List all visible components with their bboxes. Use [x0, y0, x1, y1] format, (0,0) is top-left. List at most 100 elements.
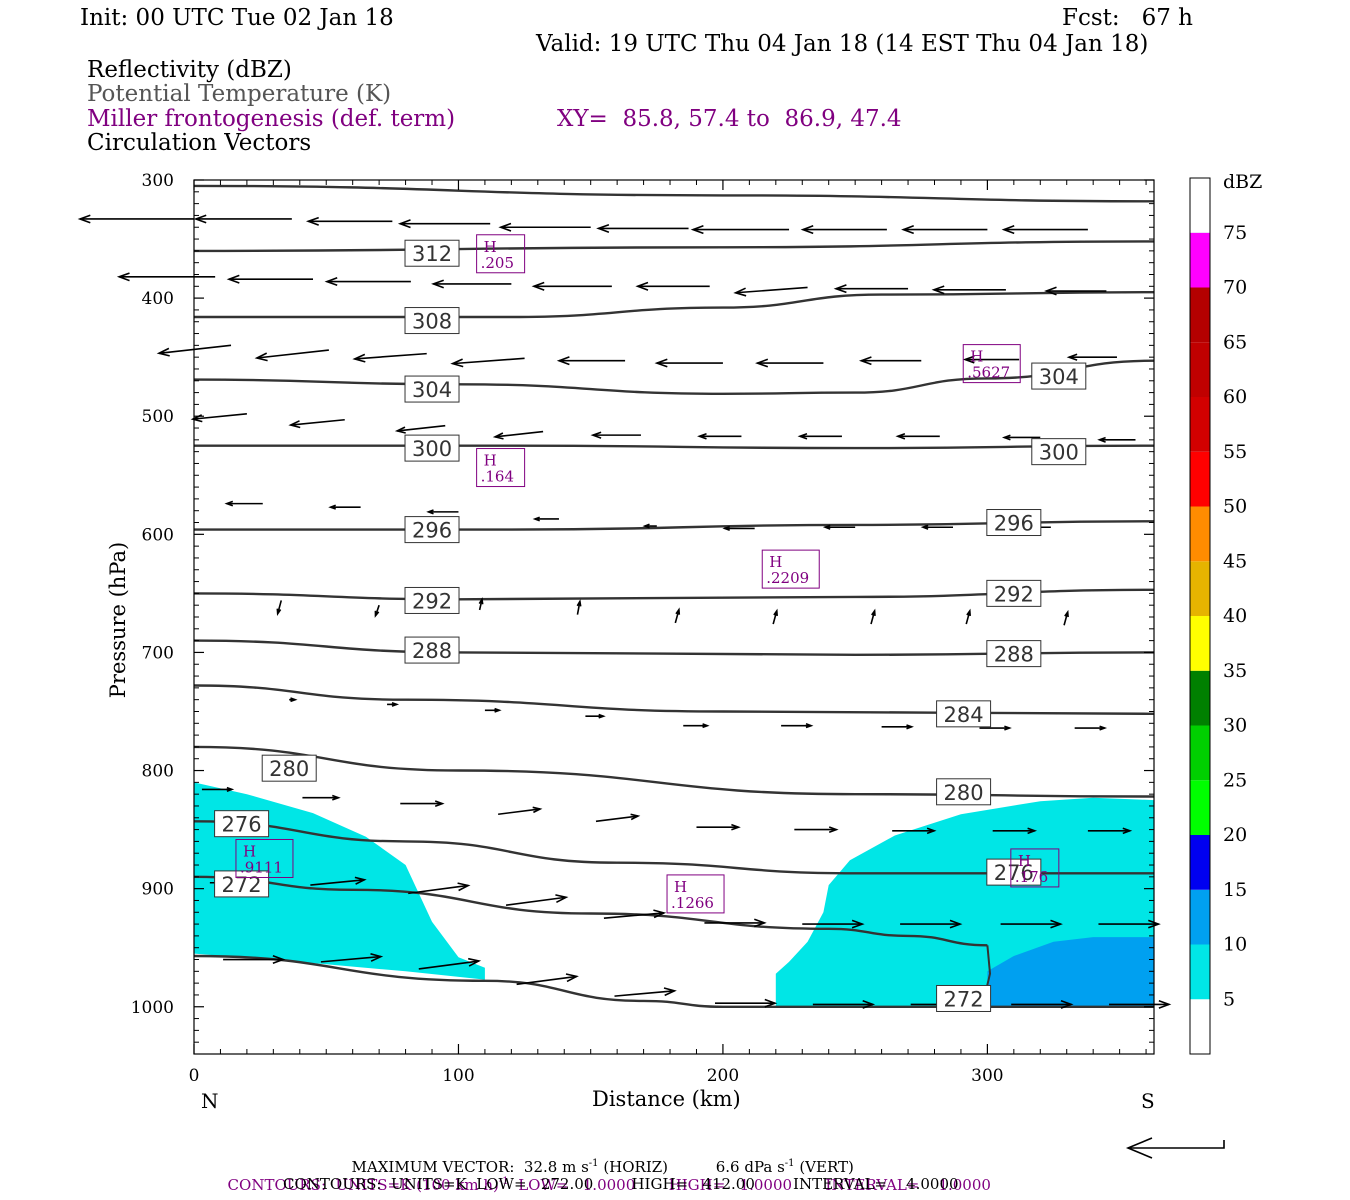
vector-head — [276, 608, 282, 616]
contour-label-284: 284 — [936, 700, 992, 728]
vector-head — [822, 524, 831, 530]
colorbar-bin-70 — [1190, 232, 1210, 288]
circulation-vector — [498, 222, 591, 232]
reference-arrow-shaft — [1128, 1140, 1225, 1149]
vector-shaft — [354, 352, 427, 360]
frontogenesis-box — [666, 874, 725, 914]
circulation-vector — [190, 413, 247, 423]
circulation-vector — [1011, 999, 1074, 1009]
circulation-vector — [516, 973, 579, 986]
circulation-vector — [797, 432, 842, 440]
colorbar-label: 55 — [1223, 441, 1247, 463]
circulation-vector — [603, 909, 667, 919]
colorbar-label: 75 — [1223, 222, 1247, 244]
colorbar-label: 45 — [1223, 550, 1247, 572]
colorbar-frame — [1189, 177, 1211, 1055]
contour-label-276: 276 — [214, 810, 270, 838]
vector-head — [654, 358, 668, 368]
circulation-vector — [1000, 919, 1063, 929]
contour-label-304: 304 — [1031, 362, 1087, 390]
circulation-vector — [901, 225, 988, 235]
frontogenesis-h: H — [484, 452, 497, 470]
vector-head — [77, 214, 91, 224]
circulation-vector — [288, 418, 345, 429]
vector-head — [653, 909, 667, 919]
vector-head — [833, 284, 847, 294]
circulation-vector — [833, 284, 909, 294]
vector-head — [426, 509, 434, 515]
colorbar-label: 60 — [1223, 386, 1247, 408]
circulation-vector — [254, 349, 329, 362]
contour-label-text: 296 — [994, 512, 1034, 536]
theta-contour-308 — [194, 291, 1155, 319]
contour-label-288: 288 — [986, 640, 1042, 668]
contour-label-292: 292 — [404, 586, 460, 614]
circulation-vector — [590, 431, 641, 439]
contour-label-box — [404, 307, 460, 335]
vector-head — [354, 876, 367, 885]
vector-head — [565, 973, 579, 983]
circulation-vector — [302, 794, 341, 801]
vector-head — [324, 277, 338, 287]
contour-label-296: 296 — [986, 509, 1042, 537]
circulation-vector — [1074, 725, 1108, 731]
contour-label-308: 308 — [404, 307, 460, 335]
circulation-vector — [683, 723, 710, 729]
circulation-vector — [289, 697, 298, 703]
theta-contour-304 — [193, 359, 1155, 396]
circulation-vector — [962, 355, 1020, 364]
circulation-vector — [892, 827, 937, 835]
vector-head — [764, 998, 778, 1008]
footer-max-vector: MAXIMUM VECTOR: 32.8 m s-1 (HORIZ) 6.6 d… — [351, 1158, 854, 1176]
colorbar-label: 15 — [1223, 879, 1247, 901]
circulation-vector — [431, 279, 512, 289]
circulation-vector — [305, 216, 393, 226]
vector-head — [498, 222, 512, 232]
contour-label-text: 280 — [944, 781, 984, 805]
contour-label-text: 308 — [412, 310, 452, 334]
vector-shaft — [290, 418, 345, 426]
circulation-vector — [1109, 999, 1172, 1009]
vector-head — [1066, 353, 1078, 361]
circulation-vector — [576, 599, 582, 615]
theta-contour-316 — [193, 184, 1155, 203]
frontogenesis-h: H — [1018, 852, 1031, 870]
contour-label-box — [404, 239, 460, 267]
vector-head — [1050, 919, 1063, 929]
circulation-vector — [505, 894, 569, 906]
circulation-vector — [532, 516, 559, 522]
circulation-vector — [870, 608, 876, 625]
vector-shaft — [320, 955, 382, 963]
contour-label-box — [936, 984, 992, 1012]
circulation-vector — [201, 786, 235, 793]
vector-head — [702, 723, 710, 729]
contour-label-box — [404, 516, 460, 544]
colorbar-bin-5 — [1190, 944, 1210, 1000]
colorbar-bin-35 — [1190, 616, 1210, 671]
y-tick-label: 400 — [142, 289, 174, 309]
vector-head — [1060, 999, 1074, 1009]
vector-head — [663, 987, 677, 997]
vector-head — [722, 525, 730, 532]
circulation-vector — [426, 509, 459, 515]
colorbar-bin-below-5 — [1190, 999, 1210, 1054]
contour-label-box — [1031, 362, 1087, 390]
contour-label-292: 292 — [986, 579, 1042, 607]
axes-layer: 300 400 500 600 700 800 900 1000 0 100 200 300 — [131, 171, 1155, 1086]
colorbar-bin-65 — [1190, 287, 1210, 343]
circulation-vector — [1044, 286, 1107, 296]
contour-label-box — [214, 810, 270, 838]
vector-head — [1064, 609, 1069, 618]
circulation-vector — [635, 281, 710, 291]
circulation-vector — [794, 826, 839, 833]
colorbar-bin-20 — [1190, 780, 1210, 835]
colorbar-label: 20 — [1223, 824, 1247, 846]
vector-head — [596, 223, 610, 233]
reflectivity-region-10dbz — [987, 937, 1154, 1007]
frontogenesis-box — [962, 344, 1021, 384]
colorbar-unit: dBZ — [1223, 171, 1262, 193]
contour-label-box — [936, 700, 992, 728]
circulation-vector — [674, 607, 681, 624]
